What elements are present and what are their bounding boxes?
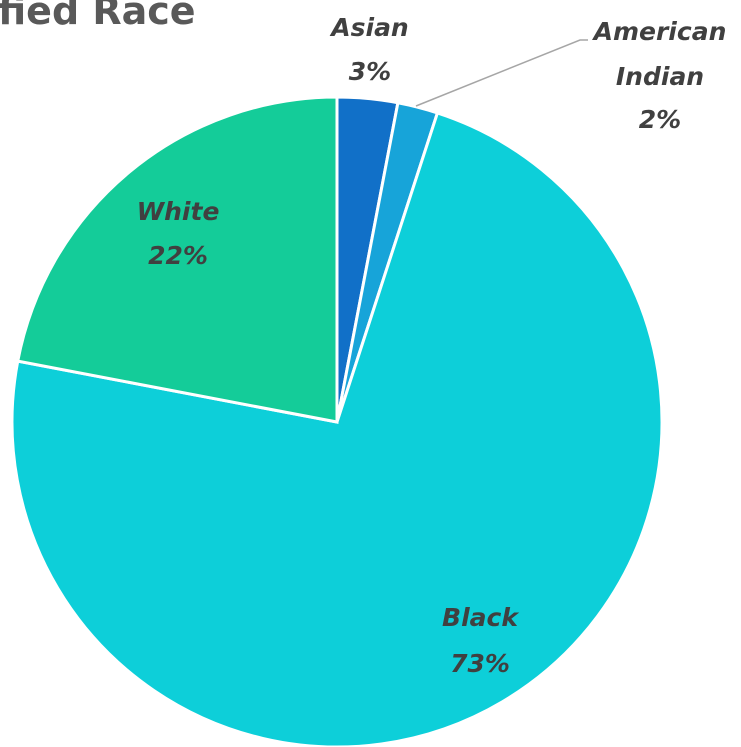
value-label: 73% <box>450 649 510 678</box>
slice-label: Asian <box>329 13 408 42</box>
slice-label: Black <box>442 603 519 632</box>
chart-title: fied Race <box>0 0 196 33</box>
leader-line <box>415 39 588 107</box>
slice-label: White <box>137 197 220 226</box>
value-label: 3% <box>349 57 391 86</box>
pie-slice <box>16 95 339 424</box>
pie-slice <box>10 111 664 747</box>
value-label: 2% <box>639 105 681 134</box>
value-label: 22% <box>148 241 208 270</box>
slice-label: American Indian <box>592 17 727 91</box>
